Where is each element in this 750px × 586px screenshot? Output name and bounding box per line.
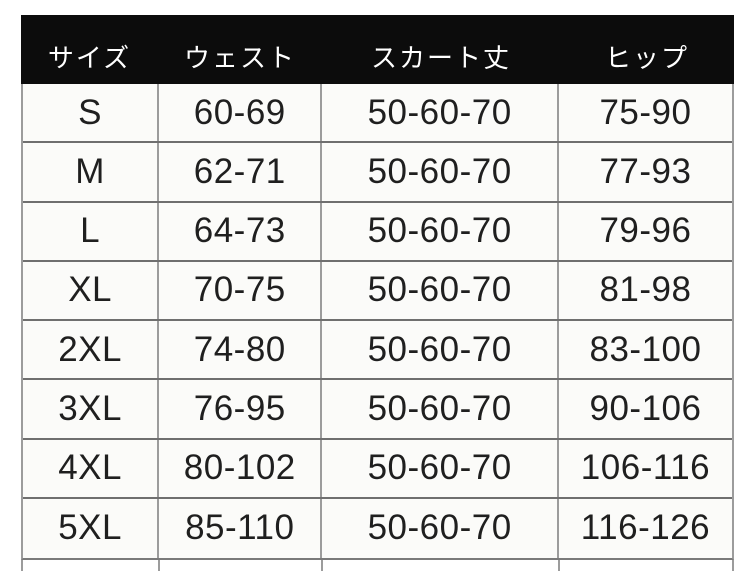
border-stub: [560, 560, 734, 571]
size-cell: 3XL: [23, 380, 160, 438]
column-header-size: サイズ: [47, 42, 132, 73]
size-cell: 2XL: [23, 321, 160, 379]
waist-cell: 64-73: [159, 202, 323, 260]
skirt-length-cell: 50-60-70: [322, 202, 559, 260]
border-stub: [160, 560, 324, 571]
hip-cell: 116-126: [580, 508, 711, 548]
waist-cell: 76-95: [159, 380, 323, 438]
skirt-length-cell: 50-60-70: [322, 84, 559, 142]
skirt-length-cell: 50-60-70: [322, 321, 559, 379]
column-header-waist: ウェスト: [183, 42, 296, 73]
hip-cell: 77-93: [599, 151, 692, 191]
bottom-border-stubs: [21, 560, 734, 571]
table-row: S 60-69 50-60-70 75-90: [23, 84, 732, 144]
waist-cell: 70-75: [159, 261, 323, 319]
table-row: 4XL 80-102 50-60-70 106-116: [23, 439, 732, 499]
table-row: XL 70-75 50-60-70 81-98: [23, 261, 732, 321]
hip-cell: 83-100: [589, 329, 702, 369]
skirt-length-cell: 50-60-70: [322, 380, 559, 438]
size-cell: XL: [23, 261, 160, 319]
size-cell: 5XL: [23, 498, 160, 558]
hip-cell: 75-90: [599, 92, 692, 132]
hip-cell: 106-116: [580, 448, 711, 488]
table-row: 3XL 76-95 50-60-70 90-106: [23, 380, 732, 440]
border-stub: [23, 560, 160, 571]
skirt-length-cell: 50-60-70: [322, 439, 559, 497]
hip-cell: 81-98: [599, 270, 692, 310]
hip-cell: 90-106: [589, 388, 702, 428]
size-cell: M: [23, 143, 160, 201]
size-cell: S: [23, 84, 160, 142]
size-cell: L: [23, 202, 160, 260]
table-row: M 62-71 50-60-70 77-93: [23, 143, 732, 203]
table-row: 2XL 74-80 50-60-70 83-100: [23, 321, 732, 381]
size-cell: 4XL: [23, 439, 160, 497]
hip-cell: 79-96: [599, 211, 692, 251]
size-chart-table: サイズ ウェスト スカート丈 ヒップ S 60-69 50-60-70 75-9…: [21, 15, 734, 571]
border-stub: [323, 560, 561, 571]
column-header-skirt-length: スカート丈: [370, 42, 511, 73]
waist-cell: 74-80: [159, 321, 323, 379]
table-row: 5XL 85-110 50-60-70 116-126: [23, 498, 732, 558]
skirt-length-cell: 50-60-70: [322, 261, 559, 319]
table-header-row: サイズ ウェスト スカート丈 ヒップ: [21, 15, 734, 84]
table-row: L 64-73 50-60-70 79-96: [23, 202, 732, 262]
waist-cell: 85-110: [159, 498, 323, 558]
table-body: S 60-69 50-60-70 75-90 M 62-71 50-60-70 …: [21, 84, 734, 560]
skirt-length-cell: 50-60-70: [322, 143, 559, 201]
column-header-hip: ヒップ: [604, 42, 689, 73]
waist-cell: 62-71: [159, 143, 323, 201]
waist-cell: 60-69: [159, 84, 323, 142]
skirt-length-cell: 50-60-70: [322, 498, 559, 558]
waist-cell: 80-102: [159, 439, 323, 497]
